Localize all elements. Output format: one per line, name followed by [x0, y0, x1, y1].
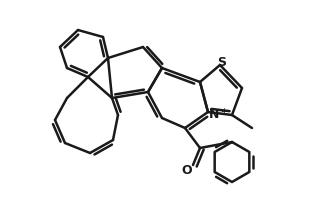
- Text: S: S: [217, 55, 227, 68]
- Text: O: O: [182, 164, 192, 176]
- Text: N: N: [209, 108, 219, 121]
- Text: +: +: [221, 106, 227, 116]
